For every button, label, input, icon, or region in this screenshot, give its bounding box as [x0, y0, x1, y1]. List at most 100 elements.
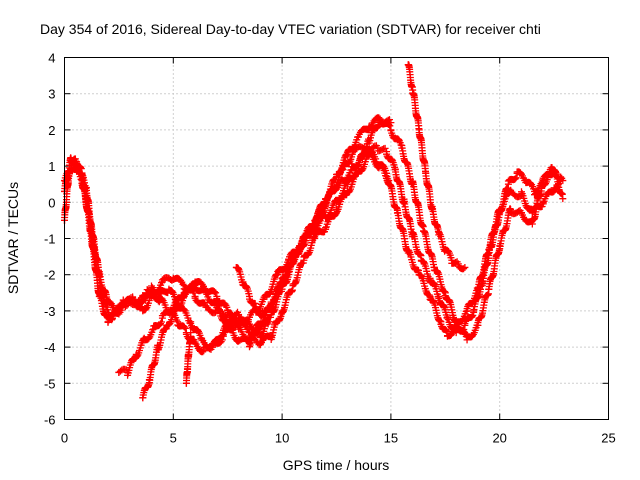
- data-point: [256, 339, 264, 347]
- data-point: [443, 314, 451, 322]
- data-point: [300, 235, 308, 242]
- data-point: [420, 227, 428, 235]
- data-point: [311, 235, 319, 242]
- data-point: [430, 263, 438, 271]
- data-point: [311, 224, 319, 232]
- data-point: [343, 151, 351, 159]
- x-tick-label: 25: [601, 431, 615, 446]
- series-trace-h: [182, 329, 195, 387]
- data-point: [191, 292, 199, 300]
- data-point: [69, 162, 77, 170]
- y-tick-label: -3: [44, 304, 56, 319]
- data-point: [441, 289, 449, 297]
- x-axis-label: GPS time / hours: [283, 457, 390, 473]
- data-point: [156, 296, 164, 304]
- series-trace-g: [232, 263, 273, 328]
- data-point: [452, 318, 460, 326]
- data-point: [441, 245, 449, 253]
- data-segment: [415, 129, 429, 175]
- y-tick-label: -2: [44, 268, 56, 283]
- data-point: [256, 321, 264, 329]
- data-point: [393, 209, 401, 217]
- data-point: [278, 307, 286, 315]
- data-point: [385, 177, 393, 185]
- data-point: [115, 368, 123, 376]
- data-point: [104, 300, 112, 308]
- data-point: [463, 307, 471, 315]
- data-point: [365, 151, 373, 159]
- y-tick-label: -5: [44, 376, 56, 391]
- data-point: [182, 379, 190, 387]
- data-point: [263, 292, 271, 300]
- data-point: [496, 209, 504, 217]
- data-point: [256, 332, 264, 340]
- x-tick-label: 15: [384, 431, 398, 446]
- plot-frame: [64, 57, 609, 420]
- data-point: [208, 343, 216, 351]
- data-point: [461, 321, 469, 329]
- data-point: [409, 86, 417, 94]
- data-point: [289, 282, 297, 290]
- data-point: [383, 148, 391, 156]
- y-tick-label: -6: [44, 413, 56, 428]
- data-point: [139, 394, 147, 402]
- data-point: [435, 231, 443, 239]
- y-tick-label: 4: [48, 51, 55, 66]
- data-point: [289, 256, 297, 264]
- data-point: [348, 166, 356, 174]
- y-tick-label: -4: [44, 340, 56, 355]
- y-tick-label: -1: [44, 232, 56, 247]
- data-point: [239, 278, 247, 286]
- data-point: [232, 263, 240, 271]
- data-point: [330, 184, 338, 192]
- data-point: [322, 224, 330, 232]
- data-point: [132, 350, 140, 358]
- data-point: [278, 278, 286, 286]
- data-point: [428, 206, 436, 214]
- data-point: [141, 336, 149, 344]
- data-point: [448, 256, 456, 264]
- data-point: [158, 278, 166, 286]
- data-point: [343, 187, 351, 195]
- data-point: [539, 198, 547, 206]
- data-point: [350, 148, 358, 156]
- data-point: [95, 271, 103, 279]
- series-trace-f: [404, 61, 469, 273]
- data-point: [322, 198, 330, 206]
- data-point: [163, 321, 171, 329]
- data-point: [422, 169, 430, 177]
- data-point: [559, 195, 567, 203]
- data-point: [404, 61, 412, 69]
- y-axis-label: SDTVAR / TECUs: [5, 182, 21, 294]
- data-point: [200, 347, 208, 355]
- data-point: [517, 191, 525, 199]
- data-point: [333, 206, 340, 214]
- data-point: [198, 336, 206, 344]
- data-point: [150, 325, 158, 333]
- data-point: [224, 321, 232, 329]
- data-point: [374, 144, 382, 152]
- data-point: [224, 307, 232, 315]
- data-point: [259, 311, 267, 319]
- data-point: [183, 365, 191, 373]
- data-point: [507, 206, 515, 214]
- data-point: [78, 177, 86, 185]
- data-point: [267, 300, 275, 308]
- data-point: [387, 126, 395, 134]
- data-point: [391, 166, 399, 174]
- data-point: [404, 249, 412, 257]
- data-point: [398, 144, 406, 152]
- y-tick-label: 2: [48, 123, 55, 138]
- x-tick-label: 10: [275, 431, 289, 446]
- data-point: [113, 307, 121, 315]
- x-tick-label: 5: [170, 431, 177, 446]
- x-tick-label: 0: [61, 431, 68, 446]
- grid: [64, 57, 609, 420]
- data-point: [187, 329, 195, 337]
- data-point: [154, 343, 162, 351]
- data-point: [517, 209, 525, 217]
- data-point: [417, 256, 425, 264]
- data-point: [437, 318, 445, 326]
- data-point: [550, 166, 558, 174]
